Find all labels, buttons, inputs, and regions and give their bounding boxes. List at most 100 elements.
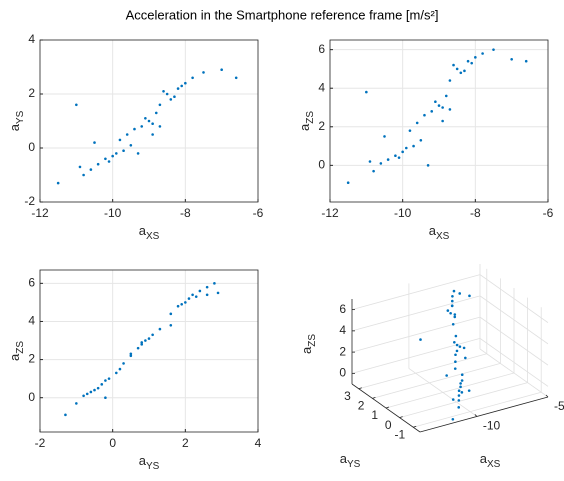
point [144,117,147,120]
point [459,385,462,389]
point [144,339,147,342]
y-tick-label: 6 [318,42,325,56]
point [129,144,133,147]
point [459,382,462,385]
point [460,373,464,377]
tick-mark [474,414,478,417]
point [454,334,458,338]
x-tick-label: -10 [104,206,122,220]
point [419,338,422,341]
grid-line [413,391,542,428]
point [96,162,100,166]
point [451,322,455,326]
grid-line [399,382,528,418]
point [93,388,96,392]
point [454,353,457,357]
x-tick-label: -6 [253,206,264,220]
point [455,343,459,347]
point [368,160,372,163]
point [191,76,194,80]
grid-line [351,316,481,353]
grid-line [372,363,501,399]
x-tick-label: -12 [31,206,49,220]
point [423,113,426,117]
point [107,160,111,163]
point [122,362,125,365]
point [468,294,471,298]
point [118,138,122,142]
point [158,125,162,128]
point [173,95,176,98]
point [194,295,198,298]
tick-mark [385,406,390,409]
point [151,122,154,125]
point [467,389,471,392]
z-tick-label: 2 [339,344,346,358]
x-tick-label: -8 [470,206,481,220]
point [96,386,100,390]
point [453,315,457,319]
point [89,390,93,394]
point [104,379,107,382]
point [453,367,457,370]
point [176,87,180,90]
point [234,76,238,80]
point [466,59,470,63]
point [457,389,461,393]
axis-line [419,396,549,433]
x-tick-label: -12 [321,206,339,220]
point [452,63,455,67]
point [56,181,60,185]
point [452,289,456,293]
point [372,169,375,173]
z-axis-label: aZS [299,334,317,354]
point [470,61,474,65]
axes-box [39,39,259,203]
point [453,340,456,344]
point [455,349,459,353]
point [441,106,444,109]
point [408,129,412,132]
point [454,360,457,363]
z-tick-label: 4 [339,323,346,337]
point [524,59,528,63]
grid-line [351,337,481,374]
point [444,94,448,98]
grid-line [351,295,481,332]
point [154,111,158,115]
y-tick-label: 0 [318,158,325,172]
tick-mark [399,416,403,418]
point [464,356,467,360]
point [346,181,350,185]
point [213,282,216,285]
point [140,343,144,346]
point [437,104,441,107]
point [89,168,93,171]
x-axis-label: aYS [139,453,160,471]
y-tick-label: 2 [358,399,365,413]
x-tick-label: -10 [483,419,501,433]
point [104,396,107,399]
point [451,417,455,421]
tick-mark [372,397,376,399]
point [365,90,368,94]
point [441,119,444,123]
point [151,133,154,136]
point [115,152,118,155]
point [448,79,452,82]
point [180,84,183,88]
point [379,162,383,165]
grid-line [385,372,515,409]
x-tick-label: 0 [109,436,116,450]
point [220,68,223,71]
y-tick-label: 4 [318,80,325,94]
x-axis-label: aXS [139,223,160,241]
point [100,383,104,386]
y-tick-label: -2 [24,194,35,208]
point [93,141,96,144]
point [419,138,423,142]
point [169,323,173,327]
point [202,71,205,74]
point [125,133,129,136]
x-axis-label: aXS [480,451,501,469]
